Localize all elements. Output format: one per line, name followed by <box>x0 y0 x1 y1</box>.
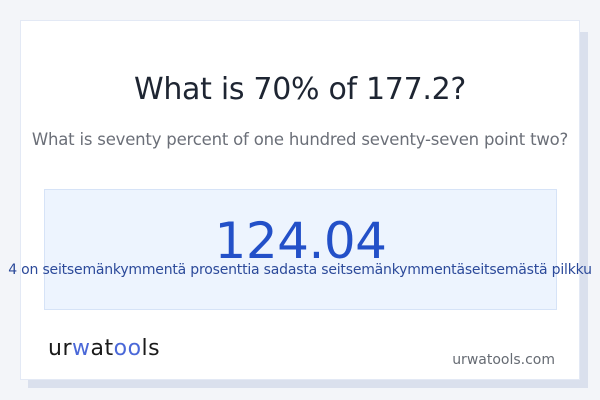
urwatools-logo[interactable]: urwatools <box>48 336 160 361</box>
logo-part: ur <box>48 336 72 361</box>
page-subtitle: What is seventy percent of one hundred s… <box>31 130 569 149</box>
logo-part: ls <box>141 336 161 361</box>
logo-part: oo <box>113 336 142 361</box>
answer-box: 124.04 <box>44 189 557 310</box>
logo-part: at <box>90 336 114 361</box>
answer-words: 4 on seitsemänkymmentä prosenttia sadast… <box>8 262 592 278</box>
site-link[interactable]: urwatools.com <box>452 352 555 368</box>
logo-part: w <box>72 336 91 361</box>
page-title: What is 70% of 177.2? <box>133 72 467 107</box>
answer-value: 124.04 <box>214 212 387 270</box>
